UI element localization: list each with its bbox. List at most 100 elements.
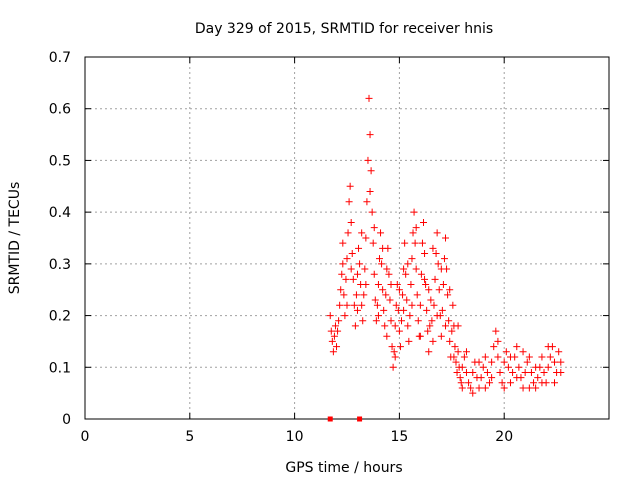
data-point (395, 286, 403, 294)
data-point (433, 229, 441, 237)
data-point (389, 363, 397, 371)
data-point (382, 291, 390, 299)
data-point (339, 260, 347, 268)
data-point (329, 348, 337, 356)
data-point (404, 322, 412, 330)
data-point (387, 281, 395, 289)
data-point (486, 379, 494, 387)
data-point (469, 389, 477, 397)
data-point (492, 327, 500, 335)
data-point (435, 286, 443, 294)
data-point (371, 296, 379, 304)
y-tick-label: 0.2 (49, 309, 71, 325)
data-point (410, 208, 418, 216)
data-point (395, 327, 403, 335)
data-point (458, 363, 466, 371)
data-point (500, 384, 508, 392)
data-point (333, 343, 341, 351)
data-point (465, 379, 473, 387)
data-point (462, 368, 470, 376)
data-point (342, 275, 350, 283)
data-point (353, 270, 361, 278)
data-point (381, 322, 389, 330)
data-point (523, 358, 531, 366)
data-point (362, 281, 370, 289)
data-point (430, 301, 438, 309)
data-point (375, 255, 383, 263)
data-point (451, 343, 459, 351)
data-point (328, 337, 336, 345)
data-point (334, 327, 342, 335)
data-point (425, 286, 433, 294)
data-point (425, 348, 433, 356)
x-axis-label: GPS time / hours (285, 460, 402, 476)
data-point (346, 182, 354, 190)
data-point (557, 358, 565, 366)
data-point (454, 348, 462, 356)
data-point (391, 322, 399, 330)
data-point (427, 296, 435, 304)
data-point (327, 327, 335, 335)
data-point (444, 291, 452, 299)
data-point (431, 275, 439, 283)
grid-lines (85, 57, 609, 419)
data-point (421, 250, 429, 258)
data-point (442, 234, 450, 242)
data-point (412, 224, 420, 232)
data-point (408, 301, 416, 309)
data-point (421, 275, 429, 283)
data-point (437, 332, 445, 340)
data-point (534, 374, 542, 382)
data-point (353, 306, 361, 314)
data-point (370, 270, 378, 278)
data-point (373, 301, 381, 309)
data-point (369, 239, 377, 247)
data-point (365, 94, 373, 102)
data-point (494, 353, 502, 361)
data-point (519, 348, 527, 356)
data-point (422, 281, 430, 289)
data-point (396, 343, 404, 351)
data-point (339, 239, 347, 247)
data-point (544, 343, 552, 351)
data-point (469, 368, 477, 376)
data-point (392, 301, 400, 309)
data-point (519, 384, 527, 392)
data-point (437, 265, 445, 273)
data-point (502, 348, 510, 356)
x-tick-labels: 0 5 10 15 20 (81, 429, 514, 445)
data-point (506, 379, 514, 387)
data-point (368, 208, 376, 216)
data-point (416, 332, 424, 340)
data-point (336, 301, 344, 309)
data-point (385, 270, 393, 278)
data-point (460, 353, 468, 361)
data-point (555, 348, 563, 356)
plot-frame (84, 56, 610, 420)
data-point (449, 301, 457, 309)
data-point (374, 281, 382, 289)
data-point (380, 306, 388, 314)
data-point (479, 363, 487, 371)
y-tick-label: 0.6 (49, 102, 71, 118)
x-tick-label: 0 (81, 429, 90, 445)
data-point (331, 322, 339, 330)
data-point (532, 363, 540, 371)
data-point (399, 291, 407, 299)
data-point (388, 343, 396, 351)
zero-marker (327, 416, 333, 422)
axis-ticks (84, 56, 609, 420)
data-points (326, 94, 565, 397)
data-point (457, 379, 465, 387)
data-point (424, 327, 432, 335)
data-point (337, 286, 345, 294)
data-point (341, 312, 349, 320)
data-point (442, 322, 450, 330)
data-point (544, 363, 552, 371)
data-point (409, 229, 417, 237)
data-point (448, 327, 456, 335)
data-point (538, 353, 546, 361)
data-point (340, 291, 348, 299)
data-point (366, 131, 374, 139)
data-point (426, 322, 434, 330)
